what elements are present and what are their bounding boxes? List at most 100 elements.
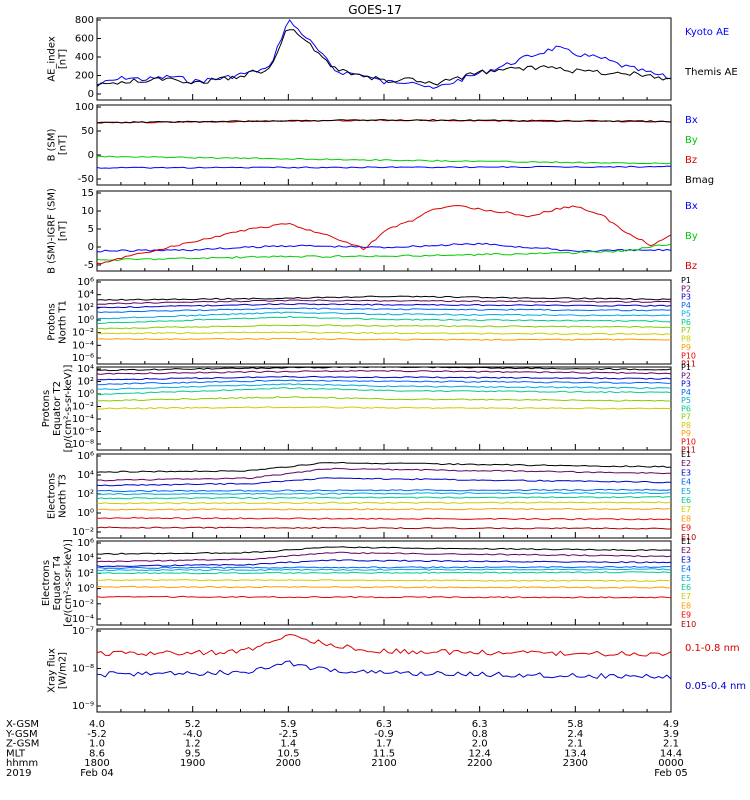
y-tick-label: 10⁻² — [72, 599, 94, 610]
y-tick-label: 10⁰ — [77, 315, 94, 326]
y-tick-label: 10⁻⁹ — [72, 701, 94, 712]
series-line-e3 — [97, 477, 671, 487]
legend-label: P7 — [681, 326, 691, 335]
footer-value: 12.4 — [469, 748, 491, 759]
footer-value: 6.3 — [472, 719, 488, 730]
series-line-p5 — [97, 311, 671, 320]
y-tick-label: 400 — [75, 52, 94, 63]
footer-value: 1.4 — [280, 739, 296, 750]
panel-ee: 10⁶ 10⁴ 10² 10⁰ 10⁻² 10⁻⁴ Electrons Equator T4[… — [41, 537, 696, 629]
footer-value: 2.0 — [472, 739, 488, 750]
y-tick-label: 10⁰ — [77, 584, 94, 595]
footer-value: 1800 — [84, 758, 109, 769]
footer-row-label: Z-GSM — [6, 739, 39, 750]
legend-label: E4 — [681, 478, 691, 487]
series-line-p4 — [97, 379, 671, 386]
series-line-p8 — [97, 331, 671, 336]
series-line-p5 — [97, 383, 671, 391]
series-line-e8 — [97, 585, 671, 589]
footer-value: 2200 — [467, 758, 492, 769]
y-tick-label: 600 — [75, 34, 94, 45]
series-line-00504nm — [97, 660, 671, 680]
legend-label: P10 — [681, 437, 696, 446]
y-tick-label: 10⁻⁶ — [72, 427, 94, 438]
footer-value: -0.9 — [374, 729, 394, 740]
footer-value: 1.7 — [376, 739, 392, 750]
legend-label: Themis AE — [684, 67, 738, 78]
series-group — [97, 118, 671, 169]
series-line-p3 — [97, 303, 671, 309]
footer-value: 8.6 — [89, 748, 105, 759]
panel-xray: 10⁻⁷ 10⁻⁸ 10⁻⁹ Xray flux [W/m2] 0.1-0.8 nm 0.0… — [47, 626, 746, 713]
y-tick-label: 10⁻² — [72, 527, 94, 538]
series-line-e1 — [97, 461, 671, 473]
y-tick-label: 10⁶ — [77, 538, 94, 549]
y-tick-label: 15 — [81, 188, 94, 199]
legend-label: P6 — [681, 318, 691, 327]
y-axis-label: Electrons — [47, 473, 58, 519]
legend-label: Bx — [685, 201, 698, 212]
legend-label: E10 — [681, 533, 696, 542]
series-group — [97, 204, 671, 265]
footer-value: 2.4 — [567, 729, 583, 740]
series-line-e4 — [97, 565, 671, 569]
panel-frame — [96, 17, 672, 101]
series-line-e4 — [97, 488, 671, 492]
y-axis-label: Protons — [47, 303, 58, 340]
legend-label: P4 — [681, 301, 691, 310]
y-tick-label: 10⁻⁷ — [72, 626, 94, 637]
series-line-e2 — [97, 467, 671, 482]
series-line-p9 — [97, 337, 671, 341]
legend-label: P7 — [681, 413, 691, 422]
y-tick-label: 10² — [77, 302, 94, 313]
y-tick-label: 50 — [81, 126, 94, 137]
footer-value: 5.9 — [280, 719, 296, 730]
y-tick-label: 200 — [75, 71, 94, 82]
series-line-p6 — [97, 315, 671, 324]
y-tick-label: 10 — [81, 206, 94, 217]
legend-label: P2 — [681, 284, 691, 293]
footer-value: 14.4 — [660, 748, 682, 759]
plot-title: GOES-17 — [348, 3, 402, 17]
legend-label: E4 — [681, 565, 691, 574]
y-tick-label: 10⁴ — [77, 553, 94, 564]
legend-label: E1 — [681, 450, 691, 459]
footer-value: 2.1 — [567, 739, 583, 750]
legend-label: By — [685, 231, 698, 242]
series-line-kyotoae — [97, 19, 671, 89]
legend-label: 0.1-0.8 nm — [685, 643, 740, 654]
y-tick-label: 10⁶ — [77, 451, 94, 462]
series-group — [97, 295, 671, 341]
legend-label: E3 — [681, 468, 691, 477]
legend-label: P3 — [681, 293, 691, 302]
y-tick-label: 10⁴ — [77, 364, 94, 375]
series-line-e5 — [97, 491, 671, 496]
legend-label: E2 — [681, 459, 691, 468]
footer-value: 4.9 — [663, 719, 679, 730]
footer-value: -2.5 — [279, 729, 299, 740]
footer-value: 2.1 — [663, 739, 679, 750]
panel-frame — [96, 279, 672, 365]
series-line-p3 — [97, 375, 671, 381]
legend-label: E1 — [681, 537, 691, 546]
series-line-e2 — [97, 551, 671, 563]
legend-label: P3 — [681, 380, 691, 389]
y-tick-label: 100 — [75, 102, 94, 113]
legend-label: E9 — [681, 611, 691, 620]
y-tick-label: 10⁻⁸ — [72, 439, 94, 450]
series-line-e9 — [97, 516, 671, 521]
series-group — [97, 461, 671, 530]
series-line-e7 — [97, 501, 671, 505]
footer-value: 3.9 — [663, 729, 679, 740]
series-line-e10 — [97, 526, 671, 530]
series-line-p7 — [97, 324, 671, 330]
legend-label: P6 — [681, 404, 691, 413]
y-axis-label: Xray flux — [47, 648, 58, 693]
y-axis-label: [W/m2] — [58, 652, 69, 689]
footer-value: 5.2 — [185, 719, 201, 730]
footer-row-label: Y-GSM — [5, 729, 38, 740]
legend-label: P8 — [681, 421, 691, 430]
series-line-p1 — [97, 367, 671, 372]
panel-bsm: 100 50 0 -50 B (SM) [nT] Bx By Bz Bmag — [47, 102, 715, 186]
